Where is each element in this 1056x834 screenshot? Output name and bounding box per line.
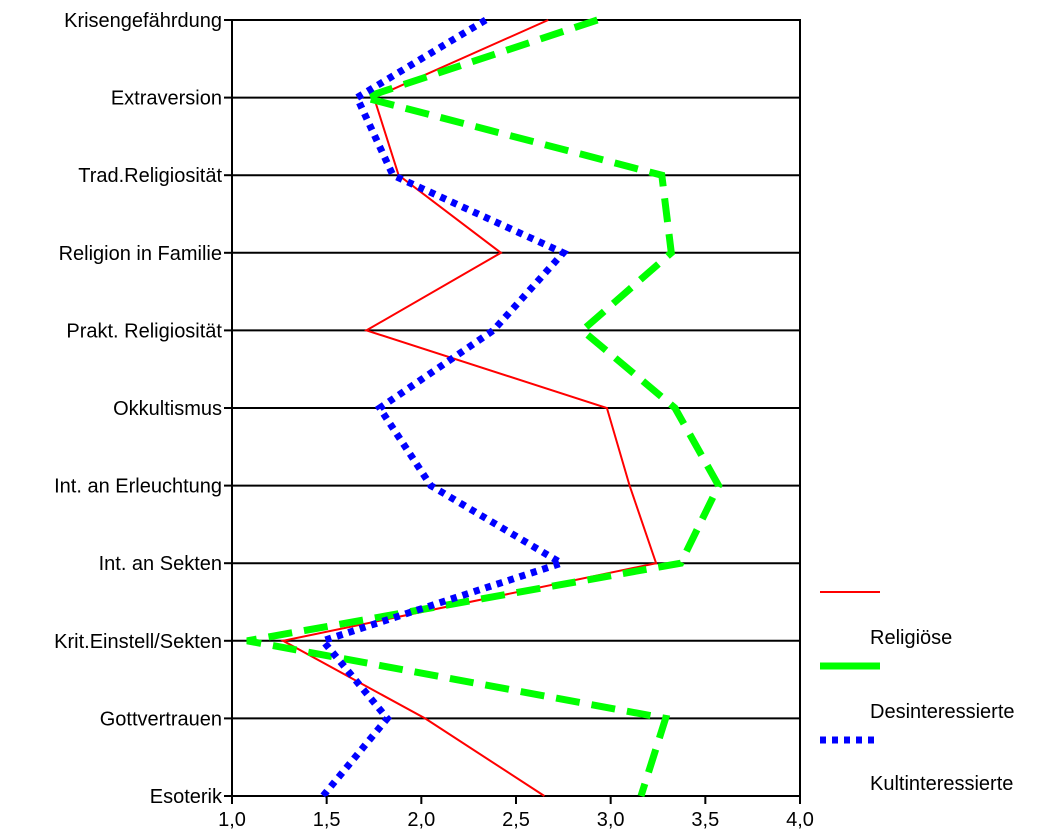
x-tick-label: 3,5 <box>691 809 719 831</box>
category-label: Krit.Einstell/Sekten <box>54 631 222 653</box>
x-axis-ticks: 1,0 1,5 2,0 2,5 3,0 3,5 4,0 <box>218 796 814 831</box>
category-label: Prakt. Religiosität <box>66 320 222 342</box>
category-label: Int. an Erleuchtung <box>54 476 222 498</box>
category-label: Int. an Sekten <box>99 553 222 575</box>
x-tick-label: 1,5 <box>313 809 341 831</box>
category-label: Gottvertrauen <box>100 708 222 730</box>
legend-label: Kultinteressierte <box>870 773 1013 795</box>
category-label: Trad.Religiosität <box>78 165 222 187</box>
series-line-kultinteressierte <box>316 17 570 799</box>
series-line-religiöse <box>280 19 658 797</box>
x-tick-label: 3,0 <box>597 809 625 831</box>
category-label: Okkultismus <box>113 398 222 420</box>
category-label: Extraversion <box>111 88 222 110</box>
series-line-desinteressierte <box>246 16 723 798</box>
category-label: Krisengefährdung <box>64 10 222 32</box>
category-labels: Krisengefährdung Extraversion Trad.Religio… <box>54 10 232 808</box>
x-tick-label: 4,0 <box>786 809 814 831</box>
series-lines <box>246 16 723 799</box>
legend-label: Religiöse <box>870 627 952 649</box>
legend: Religiöse Desinteressierte Kultinteressier… <box>820 591 1015 795</box>
category-label: Religion in Familie <box>59 243 222 265</box>
x-tick-label: 2,5 <box>502 809 530 831</box>
legend-label: Desinteressierte <box>870 701 1015 723</box>
category-label: Esoterik <box>150 786 223 808</box>
grid-lines <box>232 96 800 720</box>
x-tick-label: 1,0 <box>218 809 246 831</box>
x-tick-label: 2,0 <box>407 809 435 831</box>
